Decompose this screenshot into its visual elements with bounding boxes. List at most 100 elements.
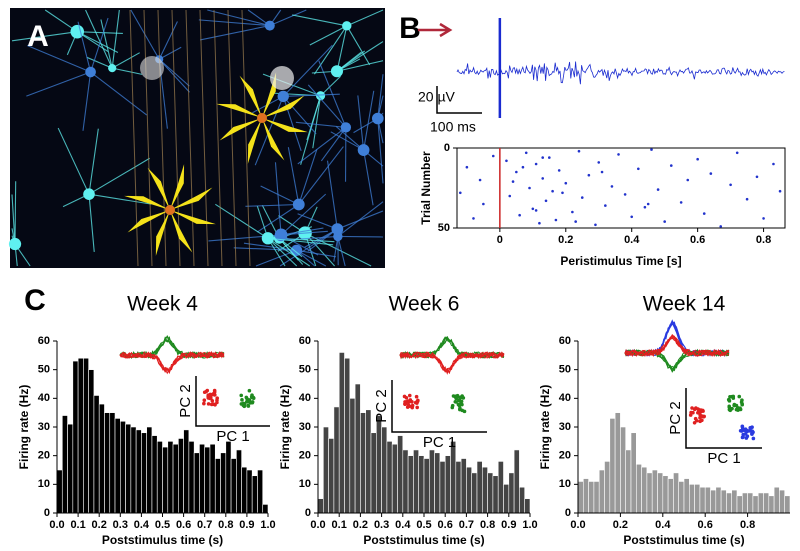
- spike-dot: [669, 164, 673, 167]
- y-tick-label: 40: [299, 392, 311, 404]
- spike-dot: [594, 223, 597, 227]
- spike-dot: [778, 189, 782, 193]
- y-tick-label: 0: [305, 507, 311, 519]
- x-tick-label: 0.6: [176, 519, 191, 531]
- dendrite: [243, 242, 297, 251]
- spike-dot: [772, 162, 775, 166]
- soma: [357, 144, 370, 156]
- pc-dot: [458, 395, 462, 400]
- x-tick-label: 1.0: [260, 519, 275, 531]
- pc-dot: [744, 436, 749, 440]
- spike-dot: [524, 151, 528, 155]
- dendrite: [88, 193, 152, 205]
- bar: [156, 441, 163, 514]
- bar: [193, 452, 200, 514]
- pc-dot: [741, 435, 745, 439]
- spike-dot: [564, 181, 568, 185]
- pc-dot: [749, 425, 753, 430]
- axon: [241, 9, 251, 267]
- panel-label: C: [24, 284, 46, 317]
- dendrite: [88, 157, 150, 195]
- axon: [185, 9, 195, 267]
- axon: [213, 9, 223, 267]
- dendrite: [292, 14, 347, 27]
- dendrite: [200, 25, 270, 41]
- spike-dot: [478, 178, 482, 182]
- x-tick-label: 0.0: [310, 519, 325, 531]
- stimulation-star: [262, 72, 277, 118]
- stimulation-star: [262, 118, 308, 133]
- spike-dot: [541, 177, 545, 180]
- soma: [292, 198, 305, 211]
- bar: [225, 441, 232, 514]
- x-tick-label: 0.8: [480, 519, 495, 531]
- bar: [736, 495, 743, 514]
- bar: [503, 484, 510, 514]
- pc-dot: [206, 402, 211, 406]
- soma: [277, 90, 289, 103]
- bar: [710, 489, 717, 514]
- pc-dot: [750, 429, 755, 433]
- dendrite: [77, 31, 123, 34]
- dendrite: [313, 25, 348, 75]
- spike-dot: [617, 153, 620, 156]
- pc-dot: [244, 400, 249, 404]
- waveform: [399, 351, 505, 372]
- waveform: [624, 336, 730, 357]
- bar: [407, 455, 414, 514]
- pc-dot: [732, 402, 737, 407]
- soma: [85, 66, 96, 78]
- dendrite: [335, 126, 364, 151]
- bar: [391, 443, 398, 514]
- soma: [8, 237, 22, 251]
- inset-y-label: PC 2: [667, 401, 684, 434]
- spike-dot: [587, 173, 591, 177]
- x-axis-label: Poststimulus time (s): [623, 533, 744, 547]
- y-tick-label: 20: [559, 450, 571, 462]
- soma: [371, 112, 384, 125]
- y-tick-label: 60: [299, 335, 311, 347]
- chart-title: Week 14: [643, 293, 726, 316]
- bar: [125, 423, 132, 514]
- x-tick-label: 0.0: [570, 519, 585, 531]
- bar: [262, 504, 269, 514]
- dendrite: [337, 25, 348, 69]
- dendrite: [280, 234, 319, 256]
- dendrite: [337, 236, 346, 267]
- bar: [773, 486, 780, 514]
- y-tick-label: 10: [299, 478, 311, 490]
- bar: [360, 412, 366, 514]
- y-tick-label: 60: [559, 335, 571, 347]
- bar: [678, 481, 685, 514]
- spike-dot: [623, 193, 627, 196]
- stimulation-star: [239, 75, 262, 118]
- bar: [747, 492, 754, 514]
- stimulation-star: [170, 187, 213, 210]
- bar: [418, 455, 425, 514]
- spike-dot: [729, 183, 732, 187]
- spike-dot: [528, 186, 531, 190]
- y-tick-label: 50: [438, 222, 450, 234]
- y-tick-label: 0: [44, 507, 50, 519]
- dendrite: [215, 203, 269, 239]
- bar: [763, 492, 770, 514]
- spike-dot: [637, 167, 640, 171]
- voltage-trace: [456, 61, 785, 85]
- bar: [450, 441, 457, 514]
- bar: [402, 449, 409, 514]
- pc-dot: [698, 416, 702, 420]
- dendrite: [346, 25, 371, 66]
- dendrite: [198, 19, 270, 27]
- spike-dot: [679, 201, 683, 204]
- spike-dot: [482, 202, 485, 206]
- pc-dot: [202, 398, 207, 403]
- spike-dot: [465, 165, 469, 169]
- y-tick-label: 40: [38, 392, 50, 404]
- bar: [704, 486, 711, 514]
- dendrite: [320, 127, 347, 162]
- pc-axes: [685, 388, 762, 449]
- x-tick-label: 0.6: [438, 519, 453, 531]
- stimulation-star: [247, 118, 262, 164]
- bar: [519, 486, 526, 514]
- x-axis-label: Poststimulus time (s): [363, 533, 484, 547]
